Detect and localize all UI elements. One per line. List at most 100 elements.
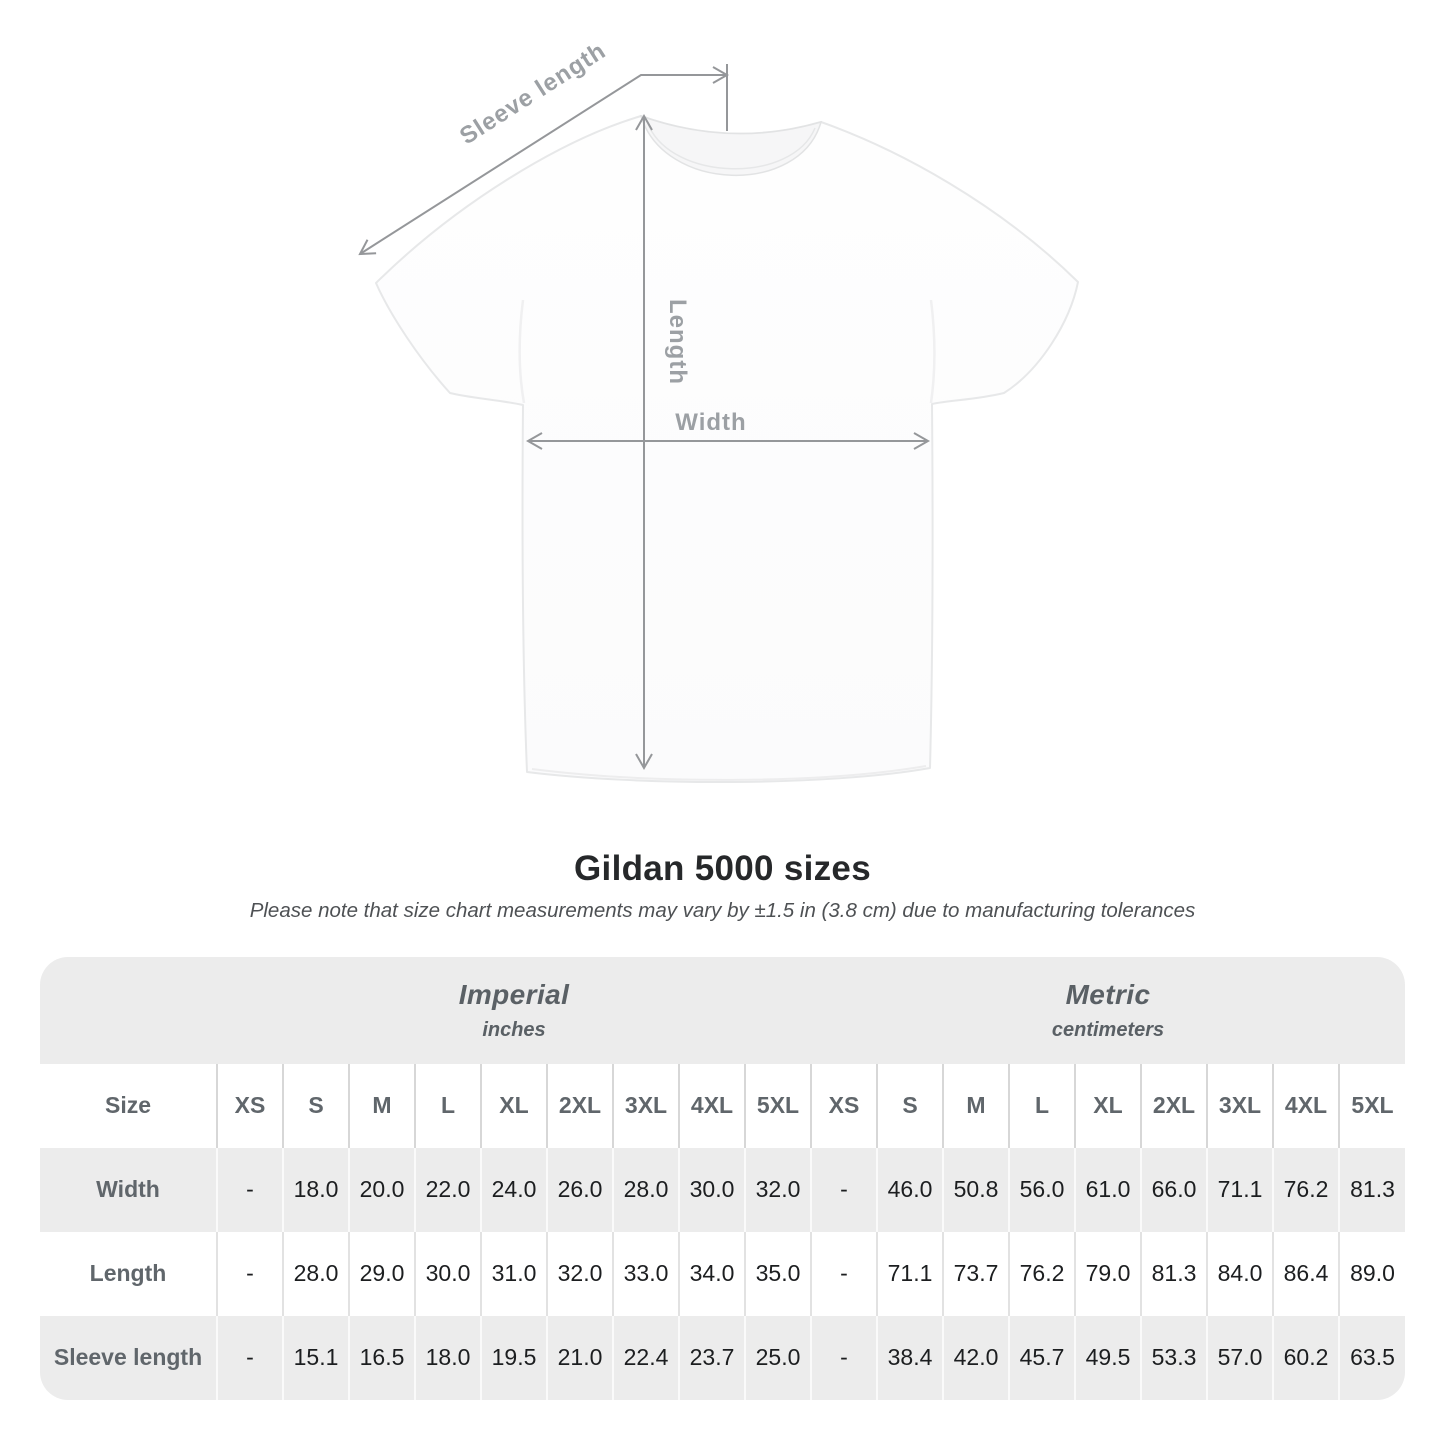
measurement-value-cell: 29.0: [348, 1231, 415, 1316]
measurement-value-cell: 79.0: [1074, 1231, 1141, 1316]
measurement-value-cell: 28.0: [612, 1147, 679, 1232]
tshirt-diagram-svg: Sleeve length Length Width: [358, 37, 1079, 784]
tshirt-left-sleeve-seam: [518, 299, 526, 404]
metric-group-label: Metric: [1065, 978, 1151, 1010]
size-col-header-metric: 5XL: [1338, 1063, 1405, 1148]
measurement-value-cell: 81.3: [1338, 1147, 1405, 1232]
tshirt-measurement-diagram: Sleeve length Length Width: [358, 37, 1079, 784]
size-col-header-metric: 4XL: [1272, 1063, 1339, 1148]
size-col-header-imperial: M: [348, 1063, 415, 1148]
measurement-value-cell: 30.0: [414, 1231, 481, 1316]
measurement-value-cell: 34.0: [678, 1231, 745, 1316]
page-title: Gildan 5000 sizes: [574, 849, 871, 888]
measurement-row-label: Sleeve length: [40, 1315, 217, 1400]
size-col-header-metric: M: [942, 1063, 1009, 1148]
tshirt-right-sleeve-seam: [929, 299, 936, 404]
measurement-value-cell: 21.0: [546, 1315, 613, 1400]
sleeve-length-arrow: [358, 66, 730, 256]
tshirt-hem-seam: [531, 765, 927, 781]
measurement-value-cell: 89.0: [1338, 1231, 1405, 1316]
size-col-header-metric: XS: [810, 1063, 877, 1148]
imperial-group-header: Imperial inches: [217, 956, 811, 1064]
measurement-value-cell: 18.0: [414, 1315, 481, 1400]
measurement-value-cell: 32.0: [744, 1147, 811, 1232]
measurement-value-cell: 53.3: [1140, 1315, 1207, 1400]
measurement-value-cell: 30.0: [678, 1147, 745, 1232]
measurement-value-cell: 71.1: [876, 1231, 943, 1316]
size-table-card: Imperial inches Metric centimeters Size …: [40, 956, 1405, 1400]
size-col-header-imperial: 3XL: [612, 1063, 679, 1148]
corner-cell: [40, 956, 217, 1064]
measurement-value-cell: 25.0: [744, 1315, 811, 1400]
measurement-value-cell: 18.0: [282, 1147, 349, 1232]
measurement-row-label: Width: [40, 1147, 217, 1232]
size-header-cell: Size: [40, 1063, 217, 1148]
measurement-value-cell: 73.7: [942, 1231, 1009, 1316]
measurement-value-cell: 76.2: [1008, 1231, 1075, 1316]
measurement-value-cell: 31.0: [480, 1231, 547, 1316]
measurement-value-cell: 19.5: [480, 1315, 547, 1400]
sleeve-length-label: Sleeve length: [455, 37, 611, 150]
measurement-value-cell: 22.0: [414, 1147, 481, 1232]
measurement-value-cell: 24.0: [480, 1147, 547, 1232]
measurement-value-cell: 33.0: [612, 1231, 679, 1316]
measurement-value-cell: -: [810, 1315, 877, 1400]
measurement-value-cell: -: [810, 1231, 877, 1316]
measurement-value-cell: 23.7: [678, 1315, 745, 1400]
size-col-header-imperial: S: [282, 1063, 349, 1148]
measurement-value-cell: 45.7: [1008, 1315, 1075, 1400]
measurement-value-cell: -: [810, 1147, 877, 1232]
measurement-value-cell: 35.0: [744, 1231, 811, 1316]
size-col-header-metric: 3XL: [1206, 1063, 1273, 1148]
size-col-header-imperial: XL: [480, 1063, 547, 1148]
unit-group-row: Imperial inches Metric centimeters: [40, 956, 1405, 1064]
measurement-value-cell: 61.0: [1074, 1147, 1141, 1232]
measurement-value-cell: 15.1: [282, 1315, 349, 1400]
measurement-value-cell: 66.0: [1140, 1147, 1207, 1232]
measurement-value-cell: 28.0: [282, 1231, 349, 1316]
measurement-value-cell: 71.1: [1206, 1147, 1273, 1232]
imperial-unit-label: inches: [482, 1018, 546, 1041]
size-col-header-imperial: 2XL: [546, 1063, 613, 1148]
length-label: Length: [664, 299, 691, 385]
measurement-value-cell: -: [216, 1147, 283, 1232]
measurement-value-cell: 86.4: [1272, 1231, 1339, 1316]
measurement-row-label: Length: [40, 1231, 217, 1316]
measurement-value-cell: 46.0: [876, 1147, 943, 1232]
size-col-header-imperial: XS: [216, 1063, 283, 1148]
measurement-value-cell: 63.5: [1338, 1315, 1405, 1400]
measurement-value-cell: 38.4: [876, 1315, 943, 1400]
measurement-value-cell: 76.2: [1272, 1147, 1339, 1232]
measurement-value-cell: 84.0: [1206, 1231, 1273, 1316]
measurement-row: Width -18.0 20.0 22.0 24.0 26.0 28.0 30.0 32.0-4…: [40, 1147, 1405, 1232]
size-col-header-imperial: 5XL: [744, 1063, 811, 1148]
measurement-value-cell: -: [216, 1231, 283, 1316]
size-header-row: Size XS S M L XL 2XL 3XL 4XL 5XL XS S M L XL 2XL 3XL 4XL…: [40, 1063, 1405, 1148]
size-col-header-metric: 2XL: [1140, 1063, 1207, 1148]
measurement-value-cell: 60.2: [1272, 1315, 1339, 1400]
measurement-value-cell: 20.0: [348, 1147, 415, 1232]
size-col-header-metric: XL: [1074, 1063, 1141, 1148]
tshirt-body: [375, 115, 1079, 784]
width-label: Width: [675, 409, 746, 436]
tolerance-note: Please note that size chart measurements…: [249, 898, 1196, 922]
measurement-row: Length -28.0 29.0 30.0 31.0 32.0 33.0 34.0 35.0-…: [40, 1231, 1405, 1316]
measurement-value-cell: 22.4: [612, 1315, 679, 1400]
size-col-header-metric: L: [1008, 1063, 1075, 1148]
measurement-value-cell: 49.5: [1074, 1315, 1141, 1400]
metric-group-header: Metric centimeters: [811, 956, 1405, 1064]
measurement-value-cell: 32.0: [546, 1231, 613, 1316]
measurement-value-cell: 81.3: [1140, 1231, 1207, 1316]
measurement-value-cell: 42.0: [942, 1315, 1009, 1400]
metric-unit-label: centimeters: [1051, 1018, 1165, 1041]
measurement-value-cell: 57.0: [1206, 1315, 1273, 1400]
measurement-row: Sleeve length -15.1 16.5 18.0 19.5 21.0 22.4 23…: [40, 1315, 1405, 1400]
imperial-group-label: Imperial: [458, 978, 570, 1010]
size-col-header-metric: S: [876, 1063, 943, 1148]
measurement-value-cell: 56.0: [1008, 1147, 1075, 1232]
measurement-value-cell: 50.8: [942, 1147, 1009, 1232]
measurement-value-cell: 26.0: [546, 1147, 613, 1232]
size-col-header-imperial: L: [414, 1063, 481, 1148]
size-col-header-imperial: 4XL: [678, 1063, 745, 1148]
